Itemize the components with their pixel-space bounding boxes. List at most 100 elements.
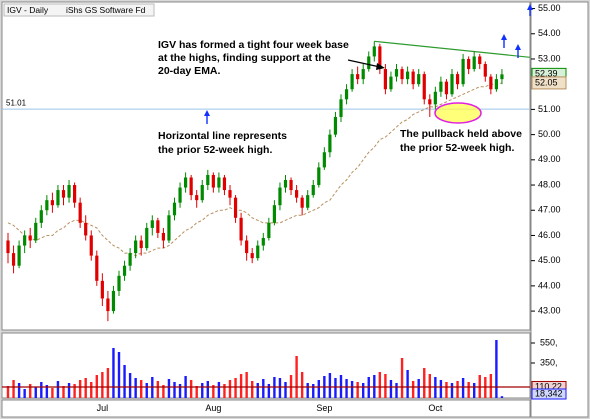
annotation: The pullback held above	[400, 128, 522, 140]
volume-bar	[423, 368, 426, 398]
candle-body	[222, 177, 227, 191]
volume-bar	[306, 383, 309, 398]
candle-body	[428, 99, 432, 105]
volume-bar	[101, 372, 104, 398]
volume-bar	[467, 382, 470, 398]
candle-body	[245, 240, 249, 254]
volume-bar	[73, 384, 76, 398]
ema-label: 52.05	[535, 77, 558, 87]
candle-body	[122, 265, 127, 276]
y-tick-label: 49.00	[538, 154, 561, 164]
chart-subtitle: iShs GS Software Fd	[66, 5, 146, 15]
y-tick-label: 47.00	[538, 205, 561, 215]
y-tick-label: 55.00	[538, 3, 561, 13]
candle-body	[211, 174, 215, 188]
candle-body	[34, 222, 38, 241]
candle-body	[217, 177, 221, 188]
candle-body	[172, 202, 177, 216]
candle-body	[78, 202, 82, 223]
volume-bar	[145, 383, 148, 398]
volume-bar	[300, 372, 304, 398]
volume-bar	[489, 374, 493, 398]
volume-bar	[178, 384, 182, 398]
candle-body	[256, 245, 260, 259]
y-tick-label: 51.00	[538, 104, 561, 114]
candle-body	[145, 227, 149, 249]
volume-bar	[362, 383, 365, 398]
candle-body	[139, 240, 143, 249]
candle-body	[261, 237, 265, 246]
candle-body	[483, 64, 487, 77]
candle-body	[17, 245, 21, 266]
volume-tick-label: 550,	[540, 337, 558, 347]
volume-bar	[239, 374, 243, 398]
candle-body	[6, 240, 10, 254]
volume-bar	[251, 381, 254, 398]
volume-bar	[228, 380, 232, 398]
candle-body	[289, 179, 293, 191]
volume-bar	[345, 379, 348, 398]
ema-box	[531, 76, 567, 90]
volume-bar	[461, 378, 465, 398]
volume-bar	[406, 370, 409, 398]
pointer-arrow	[347, 59, 385, 70]
candle-body	[89, 235, 93, 256]
volume-bar	[45, 385, 49, 398]
candle-body	[39, 210, 43, 223]
candle-body	[500, 74, 504, 80]
volume-bar	[201, 383, 204, 398]
candle-body	[322, 152, 326, 168]
candle-body	[333, 116, 338, 135]
volume-bar	[78, 380, 82, 398]
volume-tick-label: 350,	[540, 357, 558, 367]
volume-bar	[284, 382, 287, 398]
volume-last-label: 18,342	[535, 388, 563, 398]
candle-body	[106, 298, 110, 312]
candle-body	[283, 179, 288, 188]
y-tick-label: 54.00	[538, 28, 561, 38]
volume-bar	[312, 384, 315, 398]
candle-body	[228, 190, 232, 198]
volume-bar	[262, 379, 265, 398]
candle-body	[361, 69, 365, 80]
candle-body	[344, 89, 349, 100]
candle-body	[150, 220, 154, 228]
annotation: the prior 52-week high.	[158, 144, 272, 156]
candle-body	[100, 280, 104, 299]
candle-body	[467, 58, 471, 70]
date-axis	[1, 399, 531, 418]
annotation: the prior 52-week high.	[400, 142, 514, 154]
volume-bar	[206, 381, 209, 398]
candle-body	[278, 187, 282, 206]
candle-body	[134, 240, 138, 254]
candle-body	[56, 190, 60, 206]
candle-body	[394, 69, 399, 77]
x-tick-label: Aug	[205, 403, 221, 413]
y-tick-label: 45.00	[538, 255, 561, 265]
volume-bar	[395, 383, 398, 398]
volume-bar	[223, 384, 226, 398]
last-price-label: 52.39	[535, 69, 558, 79]
candle-body	[233, 197, 238, 218]
volume-bar	[156, 381, 160, 398]
volume-bar	[389, 380, 393, 398]
candle-body	[184, 177, 188, 188]
volume-bar	[195, 386, 198, 398]
volume-bar	[12, 380, 15, 398]
volume-bar	[51, 388, 54, 398]
y-tick-label: 46.00	[538, 230, 561, 240]
candle-body	[239, 217, 243, 241]
candle-body	[250, 253, 254, 259]
candle-body	[478, 56, 482, 65]
volume-bar	[117, 352, 121, 398]
candle-body	[73, 185, 77, 203]
blue-arrows	[204, 4, 533, 124]
volume-bar	[400, 358, 404, 398]
annotation: IGV has formed a tight four week base	[158, 39, 349, 51]
volume-bar	[445, 382, 448, 398]
candle-body	[45, 200, 49, 211]
volume-bar	[23, 389, 26, 398]
volume-bar	[40, 382, 43, 398]
volume-bar	[456, 381, 459, 398]
candle-body	[350, 74, 354, 90]
